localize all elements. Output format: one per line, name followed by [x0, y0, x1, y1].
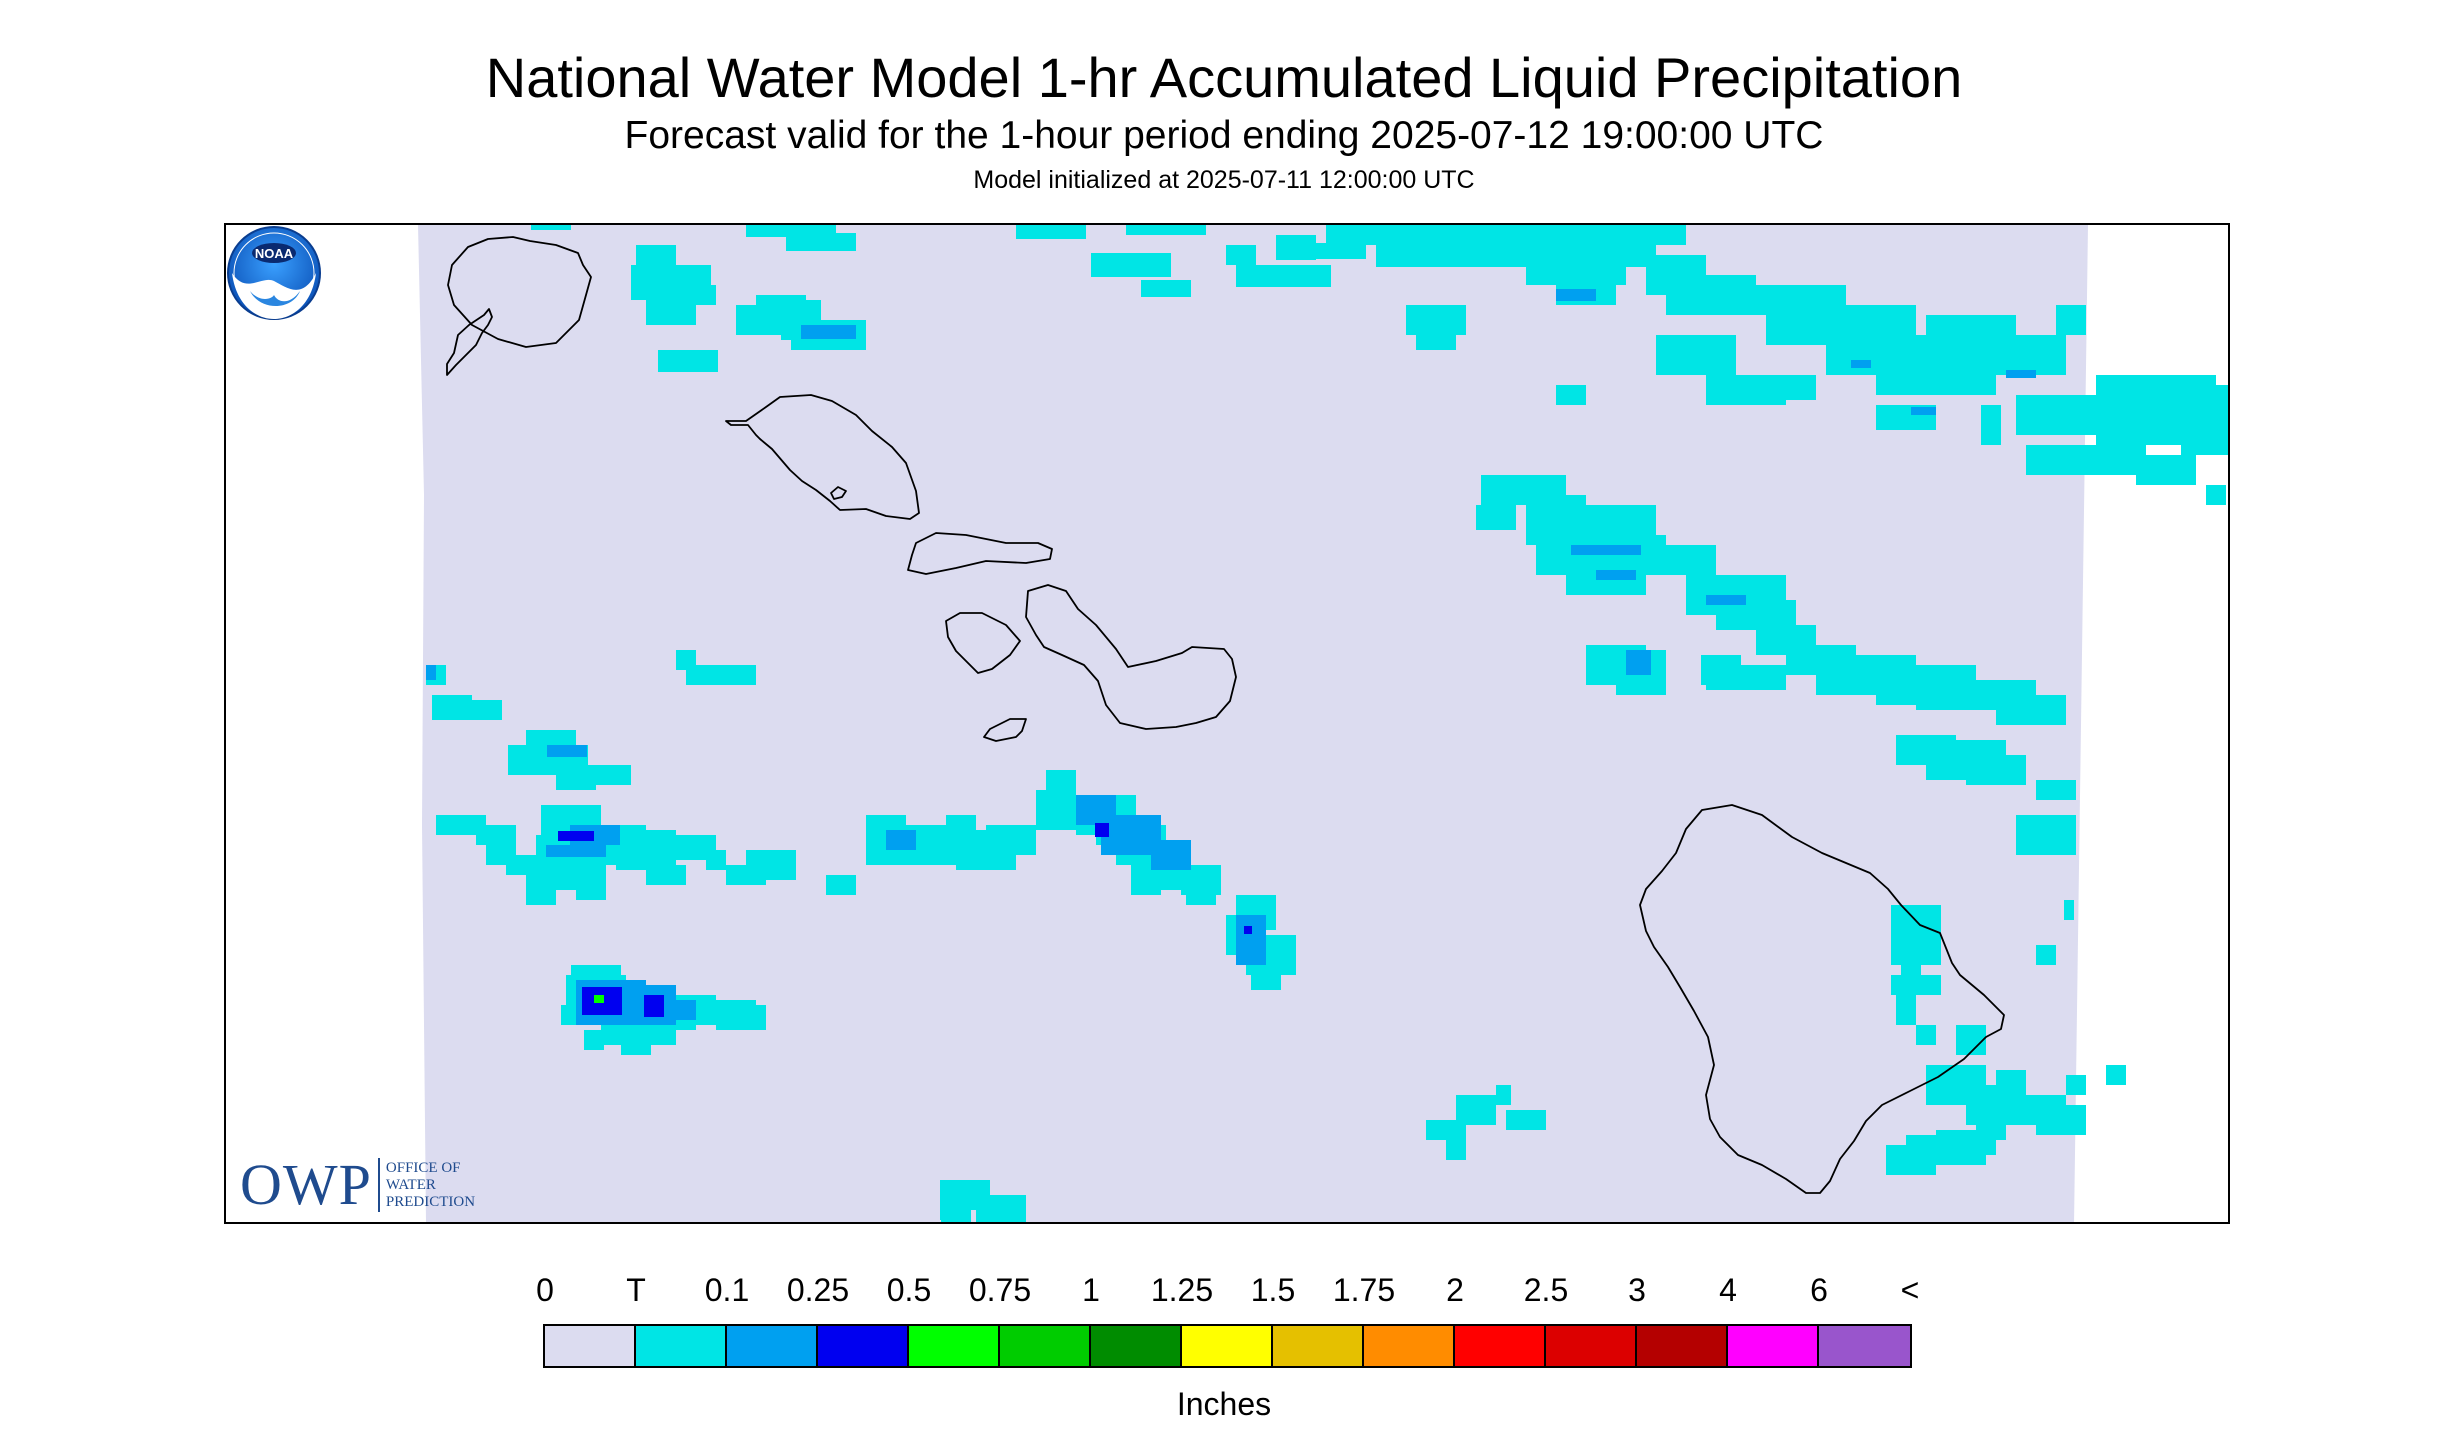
- legend-color-13: [1728, 1326, 1819, 1366]
- island-kahoolawe: [983, 718, 1027, 742]
- legend-color-14: [1819, 1326, 1910, 1366]
- legend-label-12: 3: [1628, 1272, 1646, 1308]
- legend-color-3: [818, 1326, 909, 1366]
- legend-colorbar: [543, 1324, 1912, 1368]
- legend-labels: 0 T 0.1 0.25 0.5 0.75 1 1.25 1.5 1.75 2 2.5 3 4 6 <: [0, 1270, 2448, 1310]
- legend-label-7: 1.25: [1150, 1272, 1214, 1308]
- legend-color-9: [1364, 1326, 1455, 1366]
- legend-color-2: [727, 1326, 818, 1366]
- precip-0.25-cells: [558, 823, 1252, 1017]
- legend-label-9: 1.75: [1332, 1272, 1396, 1308]
- owp-logo-name: OFFICE OF WATER PREDICTION: [386, 1160, 475, 1211]
- island-maui: [1025, 584, 1237, 730]
- legend-color-6: [1091, 1326, 1182, 1366]
- legend-color-8: [1273, 1326, 1364, 1366]
- island-oahu: [725, 394, 920, 520]
- legend-label-15: <: [1900, 1272, 1920, 1308]
- legend-label-10: 2: [1446, 1272, 1464, 1308]
- map-subtitle: Forecast valid for the 1-hour period end…: [624, 114, 1824, 157]
- legend-label-2: 0.1: [704, 1272, 750, 1308]
- legend-color-10: [1455, 1326, 1546, 1366]
- legend-color-12: [1637, 1326, 1728, 1366]
- legend-color-0: [545, 1326, 636, 1366]
- legend-label-4: 0.5: [886, 1272, 932, 1308]
- owp-logo-line-1: OFFICE OF: [385, 1159, 461, 1176]
- legend-label-0: 0: [536, 1272, 554, 1308]
- legend-label-6: 1: [1082, 1272, 1100, 1308]
- legend-label-11: 2.5: [1523, 1272, 1569, 1308]
- coastlines: [446, 236, 2005, 1194]
- island-kauai: [447, 236, 592, 348]
- island-hawaii: [1639, 804, 2005, 1194]
- legend-label-14: 6: [1810, 1272, 1828, 1308]
- legend-label-5: 0.75: [968, 1272, 1032, 1308]
- legend-label-1: T: [626, 1272, 646, 1308]
- legend-label-3: 0.25: [786, 1272, 850, 1308]
- legend-color-4: [909, 1326, 1000, 1366]
- legend-label-8: 1.5: [1250, 1272, 1296, 1308]
- owp-logo-letters: OWP: [240, 1152, 372, 1217]
- precip-0.5-cells: [594, 995, 604, 1003]
- noaa-logo-text: NOAA: [255, 246, 294, 261]
- legend-color-11: [1546, 1326, 1637, 1366]
- owp-logo: OWP OFFICE OF WATER PREDICTION: [240, 1155, 475, 1215]
- legend-color-5: [1000, 1326, 1091, 1366]
- legend-label-13: 4: [1719, 1272, 1737, 1308]
- island-lanai: [945, 612, 1021, 674]
- legend-units: Inches: [1176, 1386, 1272, 1422]
- legend-color-7: [1182, 1326, 1273, 1366]
- model-init-text: Model initialized at 2025-07-11 12:00:00…: [973, 166, 1475, 194]
- map-title: National Water Model 1-hr Accumulated Li…: [485, 46, 1963, 109]
- map-canvas: [418, 225, 2228, 1222]
- owp-logo-line-3: PREDICTION: [385, 1193, 476, 1210]
- pearl-harbor: [830, 486, 847, 500]
- owp-logo-line-2: WATER: [385, 1176, 436, 1193]
- legend-color-1: [636, 1326, 727, 1366]
- island-molokai: [907, 532, 1053, 575]
- owp-logo-divider: [377, 1158, 380, 1212]
- noaa-logo: NOAA: [227, 226, 321, 320]
- precipitation-map: OWP OFFICE OF WATER PREDICTION NOAA: [224, 223, 2230, 1224]
- island-niihau: [446, 308, 493, 376]
